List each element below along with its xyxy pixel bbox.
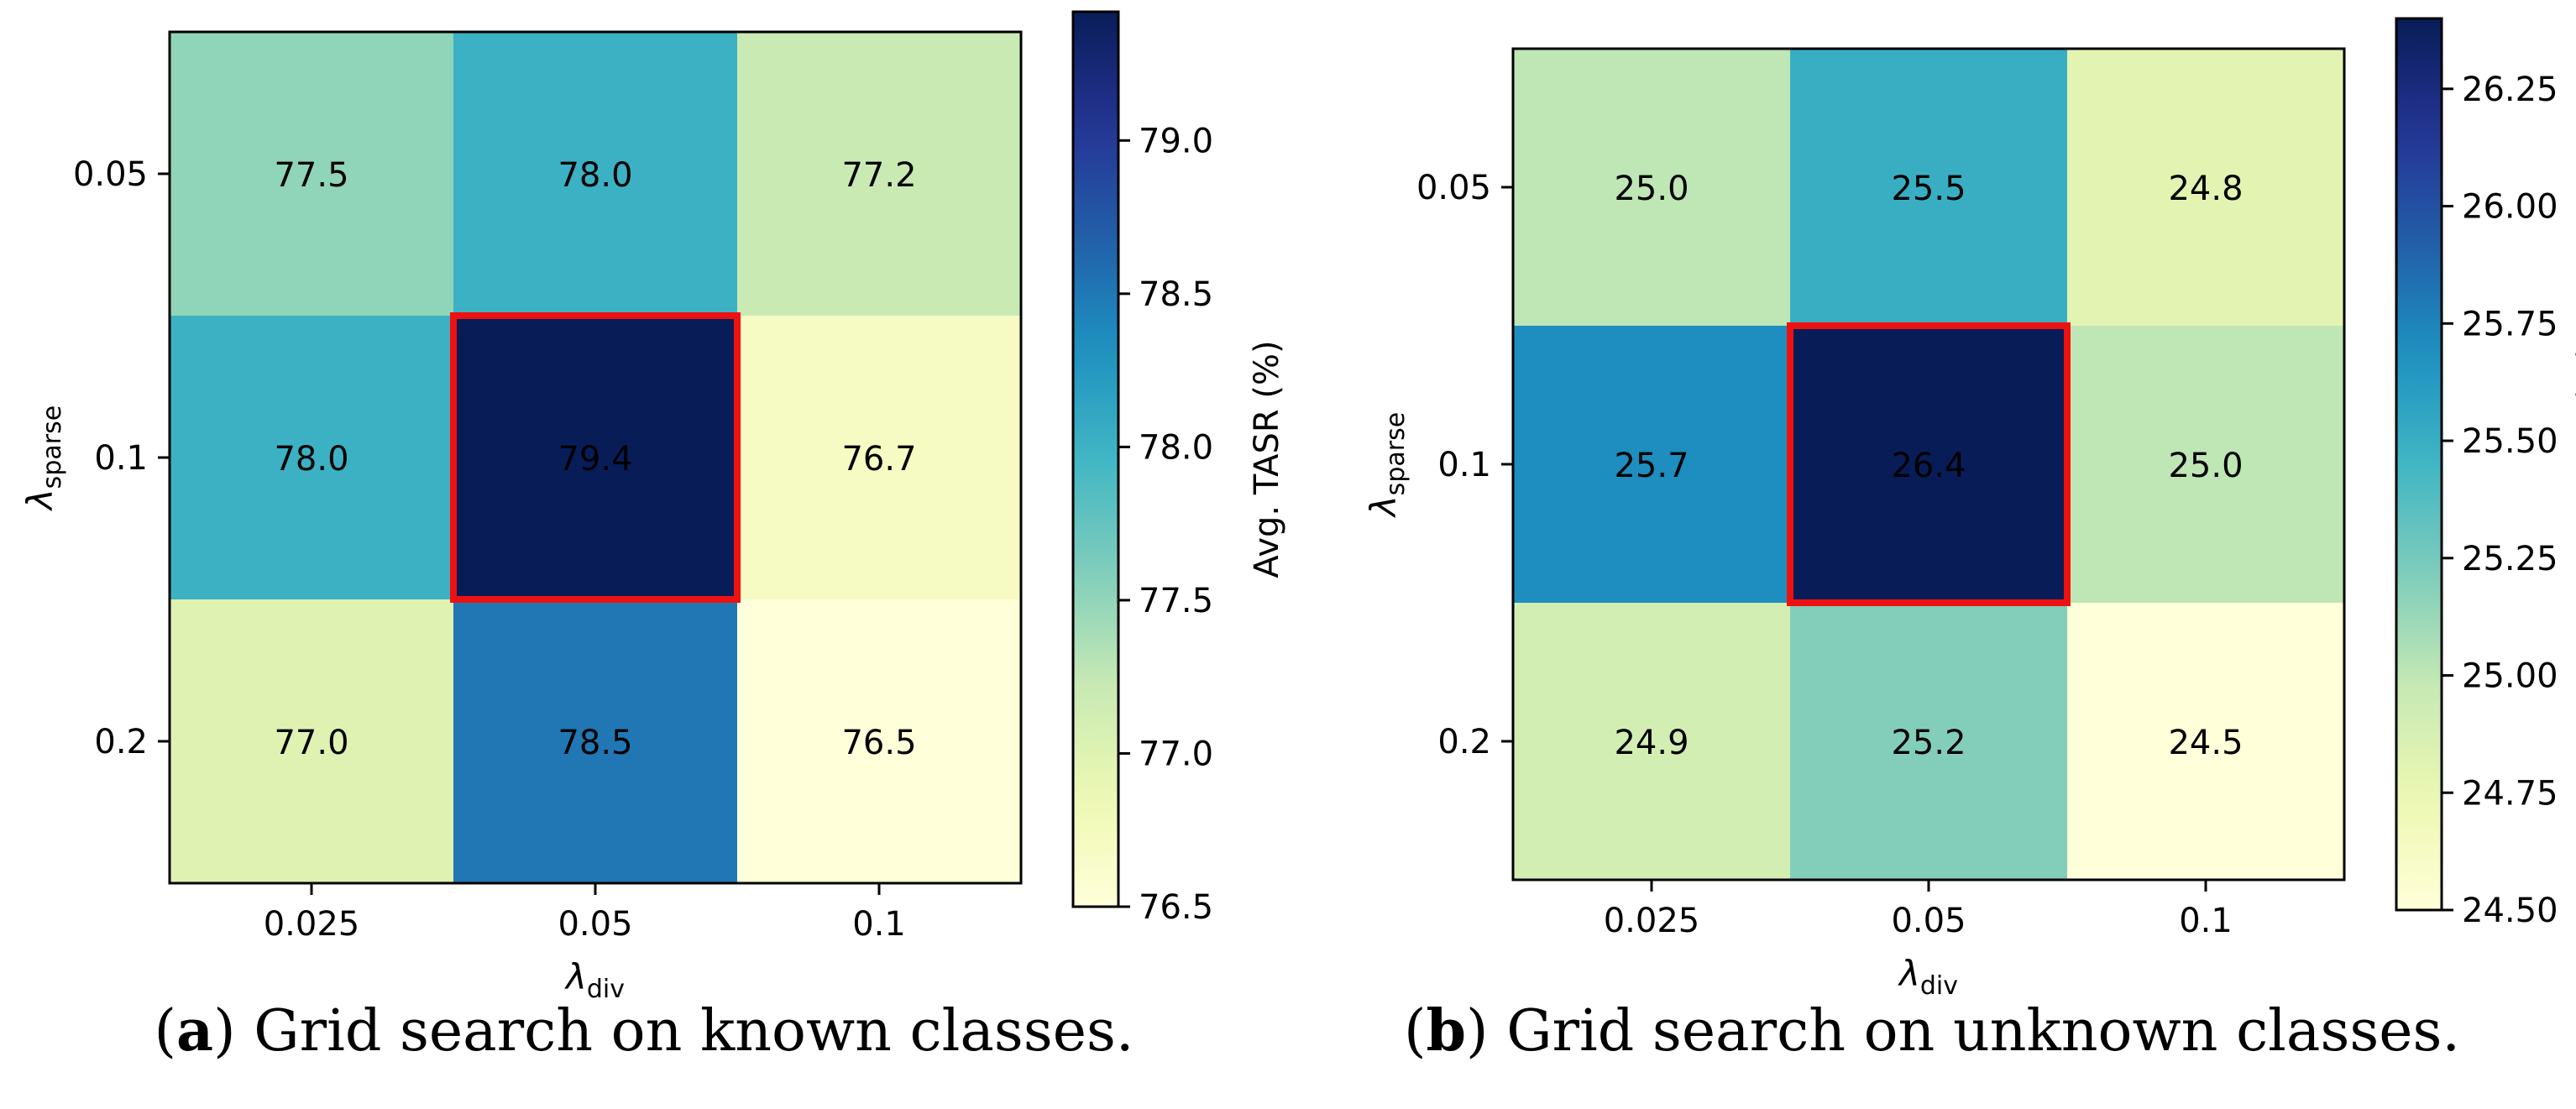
chartb-cell-label: 24.5 (2168, 724, 2243, 762)
chartb-y-tick-label: 0.05 (1416, 169, 1491, 207)
charta-cell-r1c1 (453, 316, 738, 600)
caption-b: (b) Grid search on unknown classes. (1403, 997, 2461, 1065)
chartb-cell-label: 25.2 (1891, 724, 1966, 762)
chartb-y-tick-label: 0.1 (1437, 446, 1491, 484)
chartb-x-axis-label: λdiv (1898, 953, 1958, 1001)
chartb-cell-label: 24.9 (1614, 724, 1689, 762)
chartb-x-axis-subscript: div (1920, 971, 1958, 1001)
heatmap-chart-known: 77.5 78.0 77.2 78.0 79.4 76.7 77.0 78.5 76.5 0.02… (19, 10, 1286, 1004)
chartb-cell-r0c0 (1513, 49, 1791, 327)
charta-y-tick-label: 0.2 (94, 723, 148, 761)
chartb-colorbar-tick-label: 26.00 (2462, 188, 2558, 227)
charta-cell-label: 77.2 (841, 156, 916, 195)
charta-cell-label: 77.0 (274, 724, 348, 762)
charta-colorbar-label: Avg. TASR (%) (1248, 340, 1286, 578)
chartb-colorbar-label: Avg. TASR (%) (2571, 345, 2576, 583)
chartb-colorbar-tick-label: 25.75 (2462, 305, 2558, 343)
charta-x-tick-label: 0.05 (558, 905, 632, 944)
chartb-y-axis-symbol: λ (1363, 495, 1404, 518)
chartb-cell-r2c1 (1790, 603, 2068, 881)
charta-x-axis-symbol: λ (564, 956, 587, 997)
chartb-x-tick-label: 0.025 (1604, 902, 1700, 940)
chartb-x-axis-symbol: λ (1898, 953, 1920, 994)
caption-a-text: Grid search on known classes. (254, 998, 1134, 1065)
caption-a-label: a (176, 997, 214, 1065)
charta-y-axis-subscript: sparse (38, 405, 67, 489)
charta-x-axis-subscript: div (587, 975, 625, 1004)
charta-colorbar (1071, 10, 1120, 908)
chartb-colorbar-tick-label: 24.50 (2462, 892, 2558, 930)
chartb-cell-r2c2 (2067, 603, 2345, 881)
charta-cell-r2c2 (737, 599, 1022, 884)
charta-y-tick-label: 0.1 (94, 439, 148, 478)
chartb-colorbar-tick-label: 24.75 (2462, 774, 2558, 813)
charta-cell-r1c0 (170, 316, 454, 600)
charta-colorbar-tick-label: 76.5 (1139, 888, 1213, 927)
chartb-cell-r1c1 (1790, 326, 2068, 604)
chartb-cell-r0c1 (1790, 49, 2068, 327)
charta-highlight-box (450, 312, 741, 603)
chartb-cell-r0c2 (2067, 49, 2345, 327)
chartb-cell-r1c2 (2067, 326, 2345, 604)
charta-cell-label: 78.0 (274, 440, 348, 479)
charta-colorbar-tick-label: 77.0 (1139, 735, 1213, 773)
chartb-x-tick-label: 0.1 (2179, 902, 2233, 940)
heatmap-chart-unknown: 25.0 25.5 24.8 25.7 26.4 25.0 24.9 25.2 24.5 0.02… (1363, 17, 2576, 1001)
charta-x-tick-label: 0.025 (264, 905, 360, 944)
charta-cell-r1c2 (737, 316, 1022, 600)
chartb-cell-label: 25.0 (1614, 170, 1689, 208)
chartb-cell-r2c0 (1513, 603, 1791, 881)
charta-cell-label: 78.0 (558, 156, 632, 195)
chartb-cell-r1c0 (1513, 326, 1791, 604)
charta-cell-r2c0 (170, 599, 454, 884)
chartb-cell-label: 25.0 (2168, 447, 2243, 485)
charta-y-tick-label: 0.05 (73, 155, 148, 194)
charta-colorbar-tick-label: 79.0 (1139, 122, 1213, 160)
charta-cell-label: 76.7 (841, 440, 916, 479)
caption-b-label: b (1426, 997, 1467, 1065)
charta-cell-r2c1 (453, 599, 738, 884)
charta-cell-label: 78.5 (558, 724, 632, 762)
charta-cell-label: 79.4 (558, 440, 632, 479)
charta-colorbar-tick-label: 78.0 (1139, 428, 1213, 467)
caption-b-text: Grid search on unknown classes. (1506, 998, 2461, 1065)
chartb-cell-label: 25.7 (1614, 447, 1689, 485)
charta-y-axis-label: λsparse (19, 405, 67, 511)
charta-x-axis-label: λdiv (564, 956, 625, 1004)
chartb-cell-label: 24.8 (2168, 170, 2243, 208)
chartb-colorbar (2395, 17, 2443, 912)
charta-cell-r0c1 (453, 32, 738, 316)
charta-cell-label: 77.5 (274, 156, 348, 195)
chartb-highlight-box (1787, 322, 2071, 606)
charta-colorbar-tick-label: 78.5 (1139, 275, 1213, 314)
charta-cell-r0c2 (737, 32, 1022, 316)
charta-colorbar-tick-label: 77.5 (1139, 582, 1213, 620)
caption-a: (a) Grid search on known classes. (154, 997, 1134, 1065)
charta-cell-r0c0 (170, 32, 454, 316)
chartb-cell-label: 26.4 (1891, 447, 1966, 485)
charta-y-axis-symbol: λ (19, 489, 60, 511)
charta-cell-label: 76.5 (841, 724, 916, 762)
chartb-cell-label: 25.5 (1891, 170, 1966, 208)
chartb-colorbar-tick-label: 25.25 (2462, 540, 2558, 578)
chartb-colorbar-tick-label: 25.00 (2462, 657, 2558, 696)
panel-b: 25.0 25.5 24.8 25.7 26.4 25.0 24.9 25.2 24.5 0.02… (1288, 0, 2576, 1105)
chartb-colorbar-tick-label: 25.50 (2462, 422, 2558, 461)
chartb-y-tick-label: 0.2 (1437, 723, 1491, 761)
chartb-y-axis-subscript: sparse (1381, 412, 1411, 495)
charta-x-tick-label: 0.1 (852, 905, 906, 944)
chartb-colorbar-tick-label: 26.25 (2462, 71, 2558, 109)
chartb-x-tick-label: 0.05 (1891, 902, 1966, 940)
chartb-y-axis-label: λsparse (1363, 412, 1411, 518)
panel-a: 77.5 78.0 77.2 78.0 79.4 76.7 77.0 78.5 76.5 0.02… (0, 0, 1288, 1105)
